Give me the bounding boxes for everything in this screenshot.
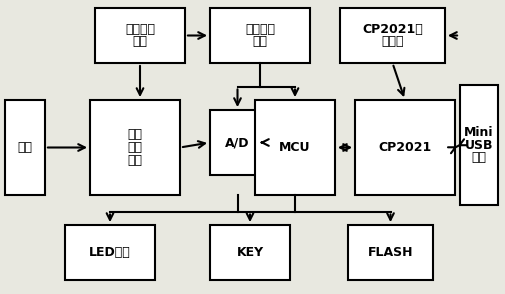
Text: 信号: 信号 [127,128,142,141]
Text: 电压检测: 电压检测 [245,23,275,36]
Text: 调理: 调理 [127,141,142,154]
Bar [355,100,455,195]
Text: Mini: Mini [464,126,494,139]
Bar [5,100,45,195]
Text: MCU: MCU [279,141,311,154]
Text: 电路: 电路 [252,35,268,48]
Text: 接口: 接口 [472,151,486,164]
Text: A/D: A/D [225,136,250,149]
Bar [210,8,310,63]
Bar [460,85,498,205]
Text: FLASH: FLASH [368,246,413,259]
Bar [65,225,155,280]
Text: USB: USB [465,138,493,151]
Bar [210,110,265,175]
Bar [255,100,335,195]
Text: 电极: 电极 [18,141,32,154]
Bar [95,8,185,63]
Text: 电池供电: 电池供电 [125,23,155,36]
Text: 电电路: 电电路 [381,35,404,48]
Text: 电路: 电路 [127,153,142,167]
Text: 电路: 电路 [132,35,147,48]
Bar [340,8,445,63]
Text: CP2021供: CP2021供 [362,23,423,36]
Bar [348,225,433,280]
Text: CP2021: CP2021 [378,141,432,154]
Bar [210,225,290,280]
Text: KEY: KEY [236,246,264,259]
Bar [90,100,180,195]
Text: LED指示: LED指示 [89,246,131,259]
